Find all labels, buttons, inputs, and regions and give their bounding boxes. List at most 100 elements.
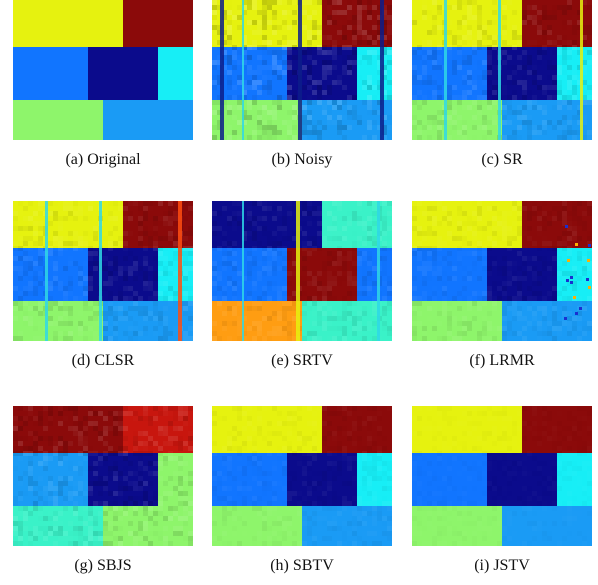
stripe-artifact	[296, 201, 300, 341]
image-region	[487, 453, 557, 506]
panel-h	[212, 406, 392, 546]
image-region	[357, 453, 392, 506]
image-region	[13, 47, 88, 100]
image-region	[13, 100, 103, 140]
artifact-speckle	[575, 312, 578, 315]
image-region	[412, 47, 487, 100]
image-region	[412, 100, 502, 140]
image-region	[522, 201, 592, 248]
image-region	[412, 248, 487, 301]
image-region	[212, 406, 322, 453]
panel-caption-h: (h) SBTV	[270, 557, 334, 574]
artifact-speckle	[564, 317, 567, 320]
artifact-speckle	[588, 286, 591, 289]
panel-caption-g: (g) SBJS	[74, 557, 132, 574]
panel-image-a	[13, 0, 193, 140]
stripe-artifact	[178, 201, 182, 341]
panel-caption-f: (f) LRMR	[469, 352, 535, 369]
noise-texture	[412, 0, 592, 140]
panel-c	[412, 0, 592, 140]
noise-texture	[212, 0, 392, 140]
image-region	[158, 453, 193, 506]
image-region	[212, 453, 287, 506]
image-region	[13, 406, 123, 453]
panel-e	[212, 201, 392, 341]
artifact-speckle	[579, 307, 582, 310]
image-region	[212, 506, 302, 546]
image-region	[412, 453, 487, 506]
image-region	[322, 201, 392, 248]
noise-texture	[212, 406, 392, 546]
artifact-speckle	[587, 259, 590, 262]
panel-a	[13, 0, 193, 140]
image-region	[487, 248, 557, 301]
stripe-artifact	[220, 0, 224, 140]
image-region	[557, 248, 592, 301]
artifact-speckle	[567, 259, 570, 262]
image-region	[13, 248, 88, 301]
image-region	[88, 47, 158, 100]
image-region	[212, 201, 322, 248]
panel-d	[13, 201, 193, 341]
image-region	[412, 301, 502, 341]
image-region	[522, 406, 592, 453]
image-region	[502, 301, 592, 341]
artifact-speckle	[570, 281, 573, 284]
panel-image-g	[13, 406, 193, 546]
stripe-artifact	[242, 201, 244, 341]
image-region	[103, 100, 193, 140]
panel-f	[412, 201, 592, 341]
artifact-speckle	[588, 244, 591, 247]
panel-image-b	[212, 0, 392, 140]
image-region	[502, 506, 592, 546]
stripe-artifact	[298, 0, 302, 140]
panel-caption-i: (i) JSTV	[474, 557, 530, 574]
image-region	[287, 453, 357, 506]
image-region	[212, 301, 302, 341]
image-region	[212, 100, 302, 140]
panel-image-i	[412, 406, 592, 546]
stripe-artifact	[45, 201, 48, 341]
panel-image-e	[212, 201, 392, 341]
image-region	[357, 248, 392, 301]
image-region	[302, 506, 392, 546]
stripe-artifact	[380, 0, 384, 140]
image-region	[88, 453, 158, 506]
image-region	[412, 406, 522, 453]
image-region	[13, 0, 123, 47]
panel-caption-e: (e) SRTV	[271, 352, 333, 369]
artifact-speckle	[566, 279, 569, 282]
image-region	[123, 0, 193, 47]
stripe-artifact	[99, 201, 102, 341]
image-region	[158, 47, 193, 100]
artifact-speckle	[570, 276, 573, 279]
panel-caption-a: (a) Original	[65, 151, 141, 168]
image-region	[13, 453, 88, 506]
image-region	[103, 506, 193, 546]
artifact-speckle	[586, 278, 589, 281]
image-region	[557, 453, 592, 506]
panel-image-f	[412, 201, 592, 341]
artifact-speckle	[575, 243, 578, 246]
image-region	[322, 406, 392, 453]
image-region	[212, 248, 287, 301]
image-region	[412, 0, 522, 47]
image-region	[123, 406, 193, 453]
stripe-artifact	[580, 0, 583, 140]
panel-i	[412, 406, 592, 546]
panel-g	[13, 406, 193, 546]
panel-b	[212, 0, 392, 140]
image-region	[13, 506, 103, 546]
stripe-artifact	[444, 0, 447, 140]
noise-texture	[13, 406, 193, 546]
image-region	[212, 0, 322, 47]
image-region	[13, 301, 103, 341]
artifact-speckle	[573, 296, 576, 299]
image-region	[302, 100, 392, 140]
image-region	[13, 201, 123, 248]
stripe-artifact	[242, 0, 244, 140]
image-region	[502, 100, 592, 140]
stripe-artifact	[498, 0, 501, 140]
artifact-speckle	[565, 225, 568, 228]
noise-texture	[412, 201, 592, 341]
